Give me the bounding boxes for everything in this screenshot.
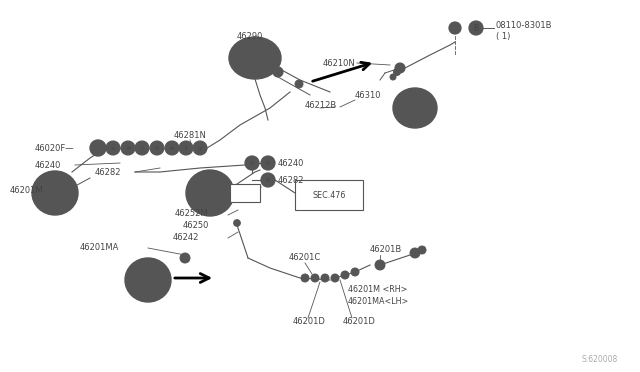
- Text: e: e: [266, 177, 270, 183]
- Circle shape: [150, 141, 164, 155]
- Text: 46281N: 46281N: [173, 131, 207, 140]
- Text: 46201D: 46201D: [293, 317, 326, 327]
- Bar: [230, 184, 260, 202]
- Text: 46290: 46290: [237, 32, 263, 41]
- Text: e: e: [170, 145, 174, 151]
- Text: 46282: 46282: [278, 176, 305, 185]
- Text: 46201MA<LH>: 46201MA<LH>: [348, 298, 409, 307]
- Text: b: b: [126, 145, 130, 151]
- Ellipse shape: [32, 171, 78, 215]
- Circle shape: [301, 274, 309, 282]
- Text: 46310: 46310: [355, 90, 381, 99]
- Text: 08110-8301B: 08110-8301B: [496, 20, 552, 29]
- Circle shape: [395, 63, 405, 73]
- Text: 46240: 46240: [278, 158, 305, 167]
- Circle shape: [452, 26, 458, 31]
- Text: 46282: 46282: [95, 167, 122, 176]
- Text: 46210N: 46210N: [323, 58, 355, 67]
- Circle shape: [234, 219, 241, 227]
- Circle shape: [375, 260, 385, 270]
- Ellipse shape: [131, 263, 166, 296]
- Circle shape: [261, 156, 275, 170]
- Text: 46201D: 46201D: [343, 317, 376, 327]
- Text: 46201M: 46201M: [10, 186, 44, 195]
- Circle shape: [179, 141, 193, 155]
- Ellipse shape: [393, 88, 437, 128]
- Text: 46201C: 46201C: [289, 253, 321, 263]
- Text: 46201MA: 46201MA: [80, 244, 120, 253]
- Circle shape: [245, 156, 259, 170]
- Text: 46252M: 46252M: [175, 208, 209, 218]
- Ellipse shape: [236, 43, 274, 73]
- Circle shape: [394, 68, 401, 76]
- Text: g: g: [198, 145, 202, 151]
- Text: c: c: [140, 145, 144, 151]
- Ellipse shape: [399, 93, 431, 123]
- Circle shape: [390, 74, 396, 80]
- Text: S:620008: S:620008: [582, 356, 618, 365]
- Ellipse shape: [38, 176, 72, 209]
- Text: 46201M <RH>: 46201M <RH>: [348, 285, 408, 295]
- Circle shape: [331, 274, 339, 282]
- Circle shape: [418, 246, 426, 254]
- Circle shape: [321, 274, 329, 282]
- Circle shape: [106, 141, 120, 155]
- Text: 46212B: 46212B: [305, 100, 337, 109]
- Text: 46250: 46250: [183, 221, 209, 230]
- Text: 46242: 46242: [173, 232, 200, 241]
- Text: 46240: 46240: [35, 160, 61, 170]
- Circle shape: [94, 144, 102, 152]
- Circle shape: [469, 21, 483, 35]
- Text: 46020F—: 46020F—: [35, 144, 75, 153]
- Bar: [295, 180, 363, 210]
- Text: d: d: [155, 145, 159, 151]
- Ellipse shape: [186, 170, 234, 216]
- Text: B: B: [474, 23, 479, 32]
- Text: a: a: [111, 145, 115, 151]
- Text: o: o: [250, 160, 254, 166]
- Circle shape: [165, 141, 179, 155]
- Text: f: f: [185, 145, 187, 151]
- Text: SEC.476: SEC.476: [312, 190, 346, 199]
- Circle shape: [121, 141, 135, 155]
- Circle shape: [90, 140, 106, 156]
- Circle shape: [135, 141, 149, 155]
- Circle shape: [295, 80, 303, 88]
- Circle shape: [449, 22, 461, 34]
- Circle shape: [341, 271, 349, 279]
- Circle shape: [410, 248, 420, 258]
- Text: ( 1): ( 1): [496, 32, 510, 41]
- Text: o: o: [266, 160, 270, 166]
- Ellipse shape: [192, 176, 228, 210]
- Circle shape: [351, 268, 359, 276]
- Text: 46201B: 46201B: [370, 246, 403, 254]
- Circle shape: [261, 173, 275, 187]
- Circle shape: [311, 274, 319, 282]
- Ellipse shape: [229, 37, 281, 79]
- Circle shape: [180, 253, 190, 263]
- Circle shape: [193, 141, 207, 155]
- Circle shape: [273, 67, 283, 77]
- Ellipse shape: [125, 258, 171, 302]
